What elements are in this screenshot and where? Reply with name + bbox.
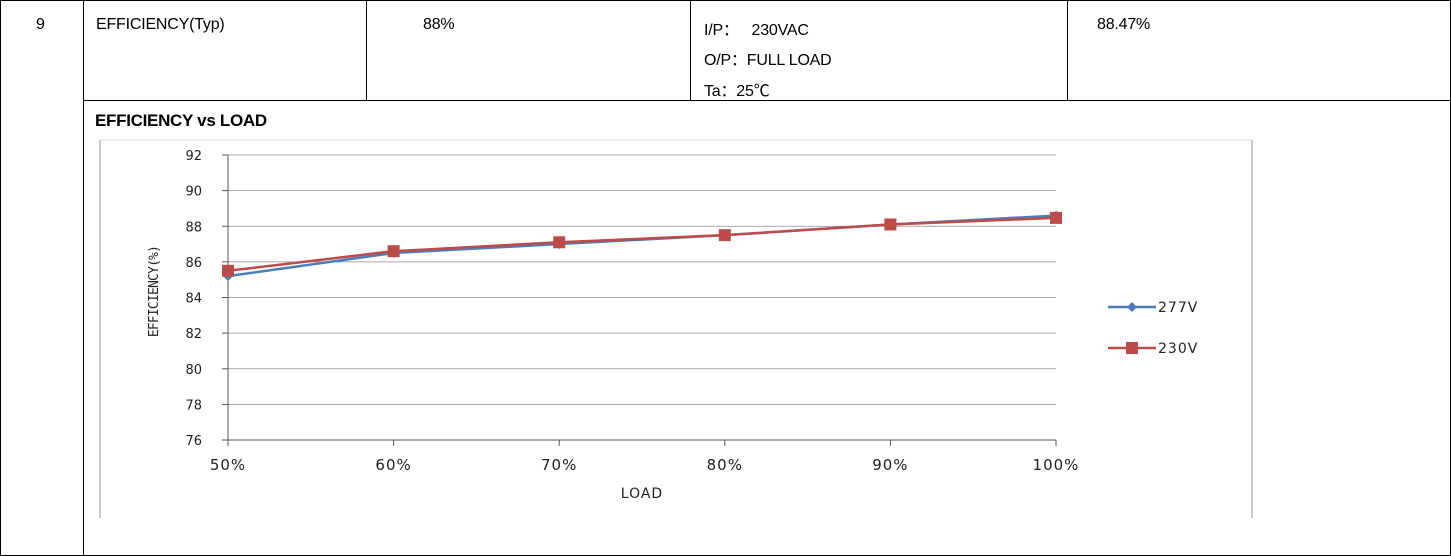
y-tick-label: 76 (185, 434, 202, 449)
y-tick-label: 82 (185, 327, 202, 342)
data-point-230V (1050, 211, 1062, 224)
efficiency-chart: 92 90 88 86 84 82 80 78 76 50% 60% 70% 80% 90% 100% 27… (99, 139, 1253, 518)
data-point-230V (884, 218, 897, 231)
y-tick-label: 86 (185, 256, 202, 271)
x-axis-label: LOAD (621, 486, 663, 502)
x-tick-label: 80% (707, 456, 743, 474)
y-tick-label: 92 (185, 149, 202, 164)
spec-value: 88% (423, 16, 455, 33)
y-axis-label: EFFICIENCY(%) (147, 246, 162, 337)
item-name: EFFICIENCY(Typ) (96, 16, 225, 33)
y-tick-label: 88 (185, 220, 202, 235)
data-point-230V (387, 245, 400, 258)
condition-input: I/P： 230VAC (704, 22, 809, 39)
table-divider (1067, 0, 1068, 101)
y-tick-label: 78 (185, 398, 202, 413)
chart-grid (228, 154, 1056, 441)
y-tick-label: 84 (185, 292, 202, 307)
chart-axes: 92 90 88 86 84 82 80 78 76 50% 60% 70% 80% 90% 100% (185, 149, 1080, 474)
data-point-230V (718, 229, 731, 242)
chart-frame (99, 139, 1253, 518)
x-tick-label: 50% (210, 456, 246, 474)
legend-label: 230V (1158, 341, 1198, 357)
x-tick-label: 70% (541, 456, 577, 474)
condition-ambient: Ta：25℃ (704, 83, 770, 100)
table-top-border (0, 0, 1451, 1)
data-point-230V (222, 264, 234, 277)
data-point-230V (553, 236, 566, 249)
legend-item-230V: 230V (1108, 341, 1198, 357)
chart-title: EFFICIENCY vs LOAD (95, 111, 267, 130)
table-divider (83, 0, 84, 556)
result-value: 88.47% (1097, 16, 1151, 33)
series-277V (223, 210, 1061, 282)
legend-label: 277V (1158, 300, 1198, 316)
chart-legend: 277V 230V (1108, 300, 1198, 357)
x-tick-label: 100% (1033, 456, 1080, 474)
chart-series (222, 210, 1062, 282)
series-line-277V (227, 214, 1057, 278)
series-line-230V (227, 216, 1057, 273)
x-tick-label: 60% (375, 456, 411, 474)
condition-output: O/P：FULL LOAD (704, 52, 832, 69)
legend-marker (1126, 342, 1138, 354)
y-tick-label: 90 (185, 185, 202, 200)
series-230V (222, 211, 1062, 277)
legend-item-277V: 277V (1108, 300, 1198, 316)
x-tick-label: 90% (872, 456, 908, 474)
y-tick-label: 80 (185, 363, 202, 378)
legend-marker (1127, 302, 1137, 312)
table-divider (366, 0, 367, 101)
table-divider (83, 100, 1451, 101)
table-divider (690, 0, 691, 101)
row-number: 9 (36, 16, 45, 33)
table-left-border (0, 0, 1, 556)
